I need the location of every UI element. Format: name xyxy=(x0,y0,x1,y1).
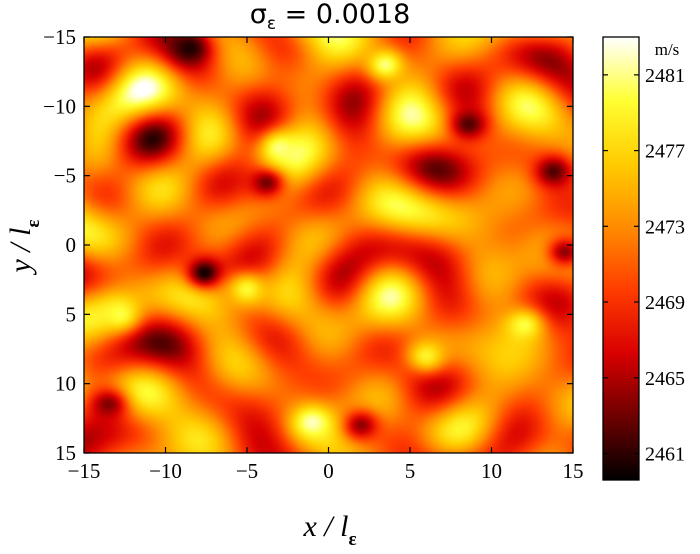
x-axis-label-slash: / l xyxy=(317,510,349,543)
x-tick-label: −10 xyxy=(149,459,182,483)
colorbar-tick-label: 2461 xyxy=(645,443,685,465)
heatmap-image xyxy=(84,37,573,453)
x-axis-ticks: −15 −10 −5 0 5 10 15 xyxy=(68,37,584,483)
y-tick-label: 10 xyxy=(55,372,76,396)
x-tick-label: 15 xyxy=(563,459,584,483)
y-tick-label: 15 xyxy=(55,441,76,465)
y-tick-label: −5 xyxy=(54,164,76,188)
y-axis-label-slash: / l xyxy=(4,228,37,260)
colorbar-gradient xyxy=(603,37,639,480)
y-tick-label: −10 xyxy=(43,94,76,118)
colorbar-ticks: 2461 2465 2469 2473 2477 2481 xyxy=(603,65,685,465)
plot-area: −15 −10 −5 0 5 10 15 −15 −10 −5 0 5 10 15 xyxy=(43,25,583,483)
y-axis-label-subscript: ε xyxy=(23,219,44,227)
y-tick-label: 0 xyxy=(66,233,77,257)
x-axis-label-main: x xyxy=(302,510,317,543)
chart-title-prefix: σ xyxy=(250,0,267,30)
x-tick-label: −15 xyxy=(68,459,101,483)
x-tick-label: 5 xyxy=(405,459,416,483)
colorbar-unit: m/s xyxy=(655,40,680,59)
heatmap-field xyxy=(84,37,573,453)
colorbar-frame xyxy=(602,36,640,481)
colorbar-tick-label: 2477 xyxy=(645,141,685,163)
y-axis-ticks: −15 −10 −5 0 5 10 15 xyxy=(43,25,573,465)
y-tick-label: 5 xyxy=(66,302,77,326)
x-tick-label: 10 xyxy=(481,459,502,483)
x-axis-label: x / lε xyxy=(302,510,356,549)
x-tick-label: 0 xyxy=(323,459,334,483)
x-axis-label-subscript: ε xyxy=(348,529,356,549)
y-axis-label-main: y xyxy=(4,259,37,276)
y-axis-label: y / lε xyxy=(4,219,44,275)
y-tick-label: −15 xyxy=(43,25,76,49)
chart-title-subscript: ε xyxy=(267,14,276,34)
colorbar: m/s 2461 2465 2469 2473 2477 2481 xyxy=(602,36,685,481)
colorbar-tick-label: 2469 xyxy=(645,292,685,314)
colorbar-tick-label: 2465 xyxy=(645,368,685,390)
colorbar-tick-label: 2473 xyxy=(645,216,685,238)
chart-title: σε = 0.0018 xyxy=(250,0,411,34)
colorbar-tick-label: 2481 xyxy=(645,65,685,87)
x-tick-label: −5 xyxy=(236,459,258,483)
chart-title-suffix: = 0.0018 xyxy=(276,0,410,30)
